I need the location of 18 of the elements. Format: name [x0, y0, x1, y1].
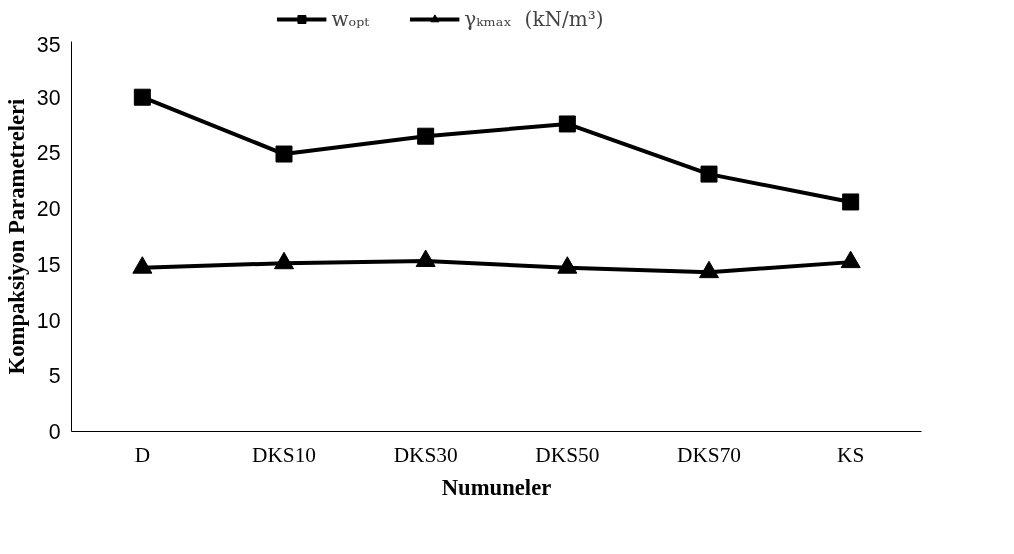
x-tick-label: DKS10	[252, 442, 316, 467]
legend-label: γₖₘₐₓ (kN/m³)	[464, 7, 604, 31]
y-tick-label: 15	[36, 252, 61, 277]
x-tick-label: D	[134, 442, 151, 467]
y-tick-label: 20	[36, 197, 61, 222]
y-axis-title: Kompaksiyon Parametreleri	[3, 98, 29, 375]
legend-label: wₒₚₜ	[331, 7, 370, 31]
y-tick-label: 25	[36, 141, 61, 166]
y-tick-label: 10	[36, 308, 61, 333]
y-tick-label: 5	[48, 364, 61, 389]
x-axis-title: Numuneler	[441, 474, 552, 500]
y-tick-label: 30	[36, 85, 61, 110]
y-tick-label: 0	[48, 420, 61, 444]
x-tick-label: DKS70	[677, 442, 741, 467]
x-tick-label: KS	[837, 442, 865, 467]
y-tick-label: 35	[36, 32, 61, 57]
x-tick-label: DKS30	[393, 442, 458, 467]
x-tick-label: DKS50	[535, 442, 600, 467]
